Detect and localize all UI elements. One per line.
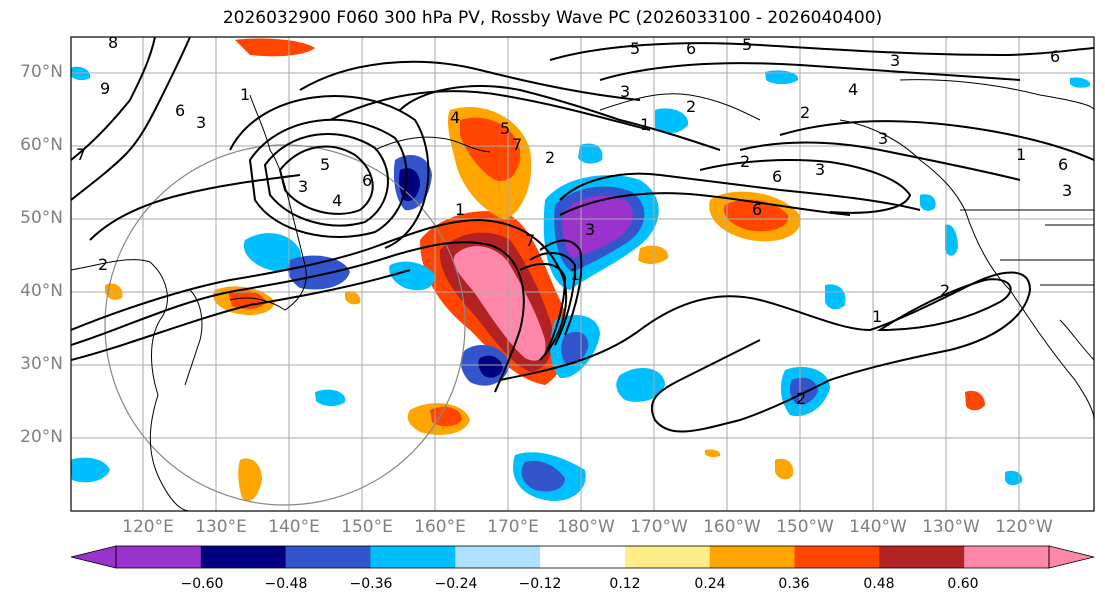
colorbar-segment bbox=[879, 546, 965, 568]
contour-label: 3 bbox=[620, 82, 630, 101]
contour-label: 3 bbox=[298, 177, 308, 196]
contour-label: 6 bbox=[772, 167, 782, 186]
contour-label: 3 bbox=[585, 220, 595, 239]
pv-contours bbox=[71, 37, 1094, 433]
contour-label: 4 bbox=[848, 80, 858, 99]
lon-label: 140°W bbox=[849, 517, 907, 537]
contour-label: 1 bbox=[455, 200, 465, 219]
contour-label: 5 bbox=[500, 119, 510, 138]
contour-label: 3 bbox=[890, 51, 900, 70]
contour-label: 2 bbox=[940, 281, 950, 300]
contour-label: 2 bbox=[796, 389, 806, 408]
contour-label: 4 bbox=[332, 191, 342, 210]
colorbar-tick: 0.36 bbox=[778, 576, 810, 592]
lon-label: 130°E bbox=[195, 517, 247, 537]
lat-label: 40°N bbox=[20, 281, 63, 301]
colorbar-segment bbox=[116, 546, 202, 568]
contour-label: 2 bbox=[686, 97, 696, 116]
contour-label: 1 bbox=[570, 265, 580, 284]
lon-label: 170°W bbox=[630, 517, 688, 537]
contour-label: 6 bbox=[752, 200, 762, 219]
colorbar-tick: 0.60 bbox=[947, 576, 979, 592]
contour-label: 2 bbox=[98, 255, 108, 274]
map-title: 2026032900 F060 300 hPa PV, Rossby Wave … bbox=[222, 8, 883, 28]
contour-label: 6 bbox=[1058, 155, 1068, 174]
colorbar-tick: 0.48 bbox=[863, 576, 895, 592]
contour-label: 2 bbox=[740, 152, 750, 171]
lon-label: 120°E bbox=[122, 517, 174, 537]
graticule bbox=[71, 37, 1094, 511]
colorbar-segment bbox=[455, 546, 541, 568]
colorbar-tick: 0.24 bbox=[694, 576, 726, 592]
colorbar-tick: 0.12 bbox=[609, 576, 641, 592]
lat-label: 30°N bbox=[20, 354, 63, 374]
contour-label: 1 bbox=[640, 115, 650, 134]
lon-label: 140°E bbox=[268, 517, 320, 537]
colorbar-tick: −0.12 bbox=[518, 576, 562, 592]
colorbar-segment bbox=[964, 546, 1050, 568]
contour-label: 1 bbox=[872, 307, 882, 326]
colorbar-segment bbox=[794, 546, 880, 568]
contour-label: 4 bbox=[450, 108, 460, 127]
contour-label: 9 bbox=[100, 79, 110, 98]
lon-label: 170°E bbox=[487, 517, 539, 537]
colorbar-segment bbox=[370, 546, 456, 568]
contour-label: 6 bbox=[362, 171, 372, 190]
contour-label: 5 bbox=[742, 35, 752, 54]
colorbar-tick: −0.48 bbox=[264, 576, 308, 592]
colorbar-tick: −0.60 bbox=[180, 576, 224, 592]
colorbar-segment bbox=[709, 546, 796, 568]
lon-label: 150°E bbox=[341, 517, 393, 537]
contour-label: 3 bbox=[878, 129, 888, 148]
colorbar-tick: −0.36 bbox=[349, 576, 393, 592]
contour-label: 3 bbox=[815, 160, 825, 179]
colorbar-segment bbox=[540, 546, 626, 568]
lon-label: 120°W bbox=[995, 517, 1053, 537]
lat-label: 20°N bbox=[20, 427, 63, 447]
contour-label: 8 bbox=[108, 33, 118, 52]
lon-label: 160°W bbox=[703, 517, 761, 537]
lat-label: 50°N bbox=[20, 208, 63, 228]
contour-label: 5 bbox=[320, 155, 330, 174]
contour-label: 6 bbox=[1050, 47, 1060, 66]
contour-label: 7 bbox=[512, 135, 522, 154]
pv-shading bbox=[71, 38, 1091, 501]
contour-label: 2 bbox=[800, 103, 810, 122]
colorbar bbox=[70, 545, 1095, 569]
contour-label: 5 bbox=[630, 39, 640, 58]
lat-label: 60°N bbox=[20, 135, 63, 155]
lon-label: 150°W bbox=[776, 517, 834, 537]
colorbar-segment bbox=[624, 546, 711, 568]
contour-label: 7 bbox=[76, 145, 86, 164]
lon-label: 180°W bbox=[557, 517, 615, 537]
contour-label: 2 bbox=[545, 148, 555, 167]
colorbar-tick: −0.24 bbox=[434, 576, 478, 592]
contour-label: 6 bbox=[175, 101, 185, 120]
lon-label: 130°W bbox=[922, 517, 980, 537]
contour-label: 6 bbox=[686, 39, 696, 58]
colorbar-segment bbox=[200, 546, 287, 568]
contour-label-group: 8 9 6 3 1 7 5 3 4 6 4 5 7 2 1 1 2 3 6 5 … bbox=[76, 33, 1072, 408]
contour-label: 1 bbox=[240, 85, 250, 104]
colorbar-segment bbox=[285, 546, 371, 568]
contour-label: 3 bbox=[1062, 181, 1072, 200]
coastlines bbox=[71, 79, 1094, 511]
contour-label: 1 bbox=[1016, 145, 1026, 164]
lon-label: 160°E bbox=[414, 517, 466, 537]
lat-label: 70°N bbox=[20, 62, 63, 82]
contour-label: 3 bbox=[196, 113, 206, 132]
contour-label: 7 bbox=[525, 231, 535, 250]
